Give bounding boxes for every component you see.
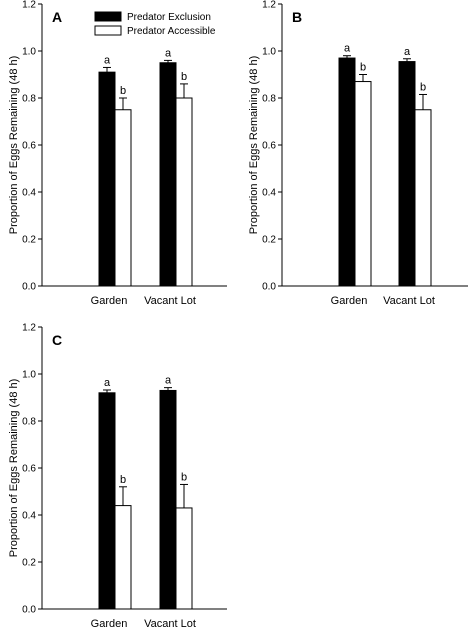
y-tick-label: 0.2 [22,235,36,246]
y-tick-label: 1.0 [22,370,36,381]
significance-letter: a [165,375,172,387]
y-tick-label: 0.0 [262,282,276,293]
y-tick-label: 0.8 [262,94,276,105]
y-tick-label: 0.4 [22,511,36,522]
panel-label: C [52,332,62,348]
significance-letter: a [104,54,111,66]
panel-a: 0.0 0.2 0.4 0.6 0.8 1.0 1.2 Proportion of Eggs … [8,0,227,307]
y-axis-title: Proportion of Eggs Remaining (48 h) [248,56,260,235]
significance-letter: a [165,47,172,59]
significance-letter: b [420,81,426,93]
y-axis-title: Proportion of Eggs Remaining (48 h) [8,56,20,235]
bar [114,505,132,610]
bar [98,71,116,287]
y-tick-label: 0.6 [22,464,36,475]
y-axis-title: Proportion of Eggs Remaining (48 h) [8,379,20,558]
y-tick-label: 0.4 [262,188,276,199]
y-tick-label: 1.2 [22,323,36,334]
x-tick-label: Garden [91,295,128,307]
legend-label: Predator Accessible [127,26,216,37]
y-tick-label: 0.6 [262,141,276,152]
y-tick-label: 1.0 [22,47,36,58]
bar [354,81,372,287]
legend-label: Predator Exclusion [127,12,211,23]
significance-letter: b [120,85,126,97]
y-tick-label: 1.0 [262,47,276,58]
x-tick-label: Garden [331,295,368,307]
bar [114,109,132,287]
bar [398,61,416,287]
x-tick-label: Vacant Lot [383,295,435,307]
x-tick-label: Vacant Lot [144,618,196,630]
significance-letter: a [344,43,351,55]
y-tick-label: 0.8 [22,94,36,105]
bar [159,62,177,287]
legend-swatch [94,25,122,36]
bar [175,97,193,287]
y-tick-label: 0.0 [22,282,36,293]
significance-letter: a [104,377,111,389]
significance-letter: b [360,62,366,74]
bar [175,507,193,610]
y-tick-label: 0.0 [22,605,36,616]
significance-letter: a [404,46,411,58]
y-tick-label: 1.2 [262,0,276,11]
x-tick-label: Garden [91,618,128,630]
y-tick-label: 0.2 [262,235,276,246]
bar [414,109,432,287]
significance-letter: b [120,474,126,486]
significance-letter: b [181,71,187,83]
y-tick-label: 0.2 [22,558,36,569]
bar [338,57,356,287]
panel-c: 0.0 0.2 0.4 0.6 0.8 1.0 1.2 Proportion of Eggs … [8,323,227,630]
panel-b: 0.0 0.2 0.4 0.6 0.8 1.0 1.2 Proportion of Eggs … [248,0,468,307]
significance-letter: b [181,471,187,483]
y-tick-label: 1.2 [22,0,36,11]
y-tick-label: 0.8 [22,417,36,428]
bar [98,392,116,610]
panel-label: B [292,9,302,25]
x-tick-label: Vacant Lot [144,295,196,307]
y-tick-label: 0.6 [22,141,36,152]
legend-swatch [94,11,122,22]
bar [159,389,177,610]
y-tick-label: 0.4 [22,188,36,199]
panel-label: A [52,9,62,25]
